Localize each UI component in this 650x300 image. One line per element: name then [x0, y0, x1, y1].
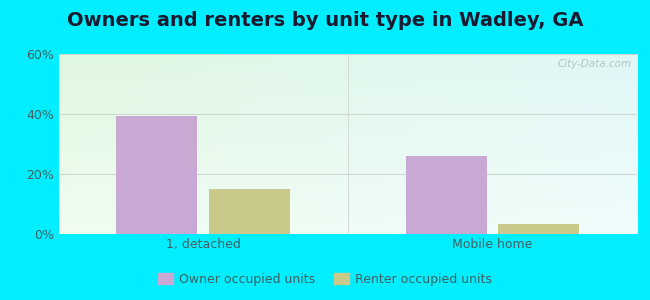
Text: City-Data.com: City-Data.com [557, 59, 631, 69]
Bar [209, 189, 290, 234]
Legend: Owner occupied units, Renter occupied units: Owner occupied units, Renter occupied un… [153, 268, 497, 291]
Bar [406, 156, 487, 234]
Bar [116, 116, 198, 234]
Bar [498, 224, 579, 234]
Text: Owners and renters by unit type in Wadley, GA: Owners and renters by unit type in Wadle… [67, 11, 583, 29]
